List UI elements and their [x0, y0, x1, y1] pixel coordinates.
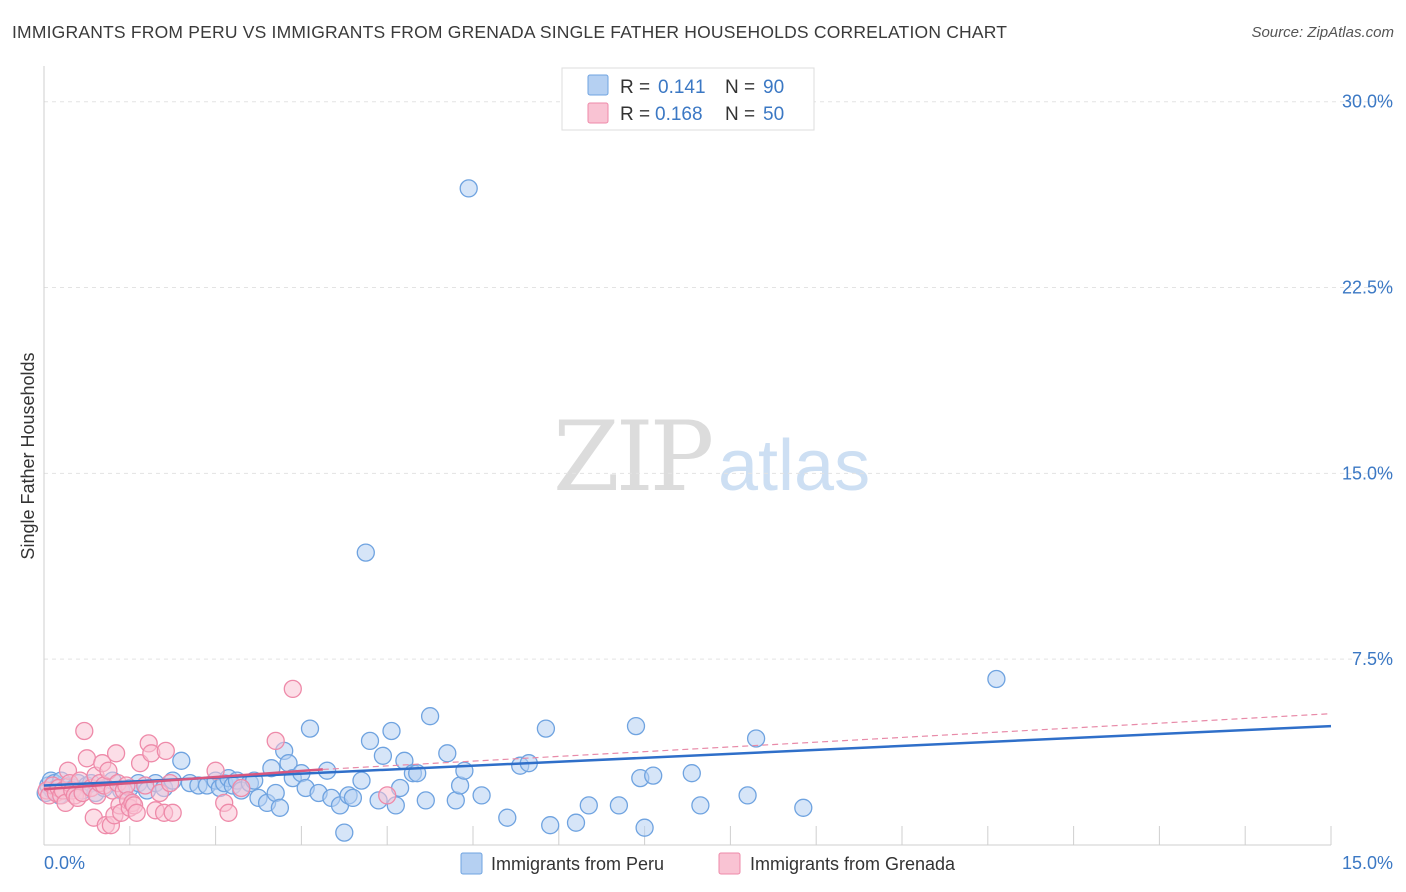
peru-point-60: [373, 746, 393, 765]
peru-point-88: [691, 796, 710, 815]
peru-point-90: [746, 729, 766, 748]
grenada-trend-line-extension: [322, 713, 1332, 771]
bottom-legend-swatch-peru: [460, 852, 483, 875]
y-tick-label-1: 15.0%: [1342, 463, 1393, 483]
grid: [44, 101, 1393, 660]
peru-point-78: [536, 719, 556, 738]
legend-r-label-grenada: R =: [620, 104, 650, 125]
legend-n-label-grenada: N =: [725, 104, 755, 125]
peru-point-68: [420, 707, 440, 726]
peru-trend-line: [43, 724, 1332, 787]
peru-point-79: [541, 816, 560, 835]
peru-point-89: [738, 786, 757, 805]
x-tick-label-end: 15.0%: [1342, 853, 1393, 873]
watermark: ZIP atlas: [553, 401, 870, 513]
grenada-point-52: [219, 803, 238, 822]
bottom-legend-label-peru: Immigrants from Peru: [491, 854, 664, 874]
peru-point-55: [343, 788, 363, 808]
grenada-point-48: [160, 773, 180, 793]
peru-point-56: [352, 771, 371, 790]
peru-point-80: [566, 813, 586, 832]
grenada-point-47: [156, 741, 175, 761]
legend-r-label-peru: R =: [620, 77, 650, 98]
legend-n-value-grenada: 50: [763, 104, 784, 125]
x-tick-label-start: 0.0%: [44, 853, 85, 873]
y-axis-title: Single Father Households: [18, 352, 38, 559]
grenada-point-54: [266, 731, 285, 751]
chart-source: Source: ZipAtlas.com: [1251, 24, 1394, 41]
grenada-point-49: [163, 803, 182, 822]
peru-point-53: [335, 823, 354, 842]
series-grenada-points: [37, 679, 397, 835]
peru-point-42: [270, 798, 290, 817]
peru-point-82: [609, 796, 629, 815]
watermark-atlas: atlas: [718, 426, 870, 506]
grenada-point-56: [378, 786, 397, 805]
peru-point-74: [472, 786, 491, 805]
series-peru-points: [36, 179, 1006, 842]
peru-point-61: [382, 721, 401, 741]
axes: [43, 66, 1332, 846]
peru-point-67: [416, 791, 435, 810]
series-legend: Immigrants from Peru Immigrants from Gre…: [460, 852, 956, 875]
chart-title: IMMIGRANTS FROM PERU VS IMMIGRANTS FROM …: [12, 22, 1008, 42]
peru-point-57: [356, 543, 375, 562]
y-tick-label-2: 22.5%: [1342, 278, 1393, 298]
bottom-legend-swatch-grenada: [718, 852, 741, 875]
peru-point-83: [626, 716, 646, 736]
stats-legend: R = 0.141 N = 90 R = 0.168 N = 50: [561, 67, 815, 131]
peru-point-58: [360, 731, 380, 751]
peru-point-69: [438, 744, 457, 763]
grenada-trend-line: [43, 768, 323, 791]
bottom-legend-label-grenada: Immigrants from Grenada: [750, 854, 956, 874]
grenada-point-39: [127, 803, 146, 822]
legend-n-value-peru: 90: [763, 77, 784, 98]
grenada-point-53: [232, 778, 251, 798]
grenada-point-16: [77, 749, 97, 768]
peru-point-92: [987, 669, 1006, 689]
peru-point-87: [682, 764, 701, 783]
grenada-point-29: [106, 744, 126, 763]
watermark-zip: ZIP: [553, 401, 712, 513]
y-tick-labels: 7.5% 15.0% 22.5% 30.0%: [1342, 92, 1393, 669]
peru-point-75: [498, 808, 517, 827]
legend-swatch-peru: [587, 74, 609, 96]
peru-point-81: [579, 796, 598, 815]
x-tick-labels: 0.0% 15.0%: [44, 853, 1393, 873]
legend-r-value-peru: 0.141: [658, 77, 706, 98]
legend-r-value-grenada: 0.168: [655, 104, 703, 125]
grenada-point-15: [75, 721, 94, 741]
peru-point-85: [635, 818, 654, 837]
peru-point-48: [300, 719, 320, 738]
trend-lines: [43, 713, 1332, 791]
grenada-point-50: [206, 761, 225, 780]
peru-point-73: [459, 179, 478, 198]
legend-n-label-peru: N =: [725, 77, 755, 98]
grenada-point-55: [283, 679, 302, 699]
peru-point-86: [644, 766, 663, 785]
legend-swatch-grenada: [587, 102, 609, 124]
peru-point-91: [794, 798, 813, 817]
y-tick-label-3: 30.0%: [1342, 92, 1393, 112]
y-tick-label-0: 7.5%: [1352, 649, 1393, 669]
peru-point-25: [172, 751, 191, 770]
grenada-point-25: [99, 761, 118, 780]
